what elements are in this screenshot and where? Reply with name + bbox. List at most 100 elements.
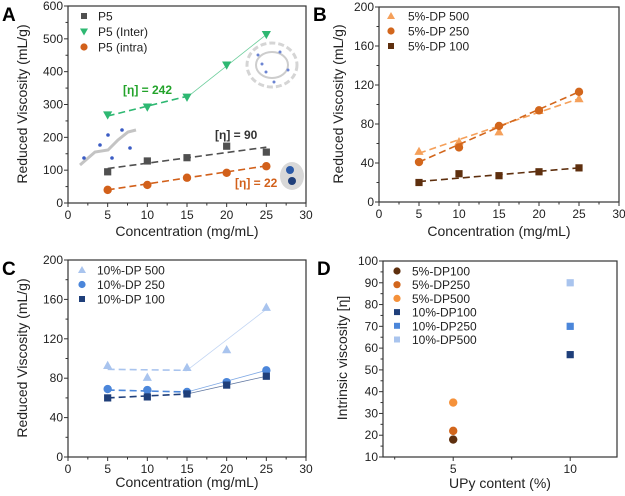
data-point [415,178,423,187]
x-tick-label: 15 [492,207,506,221]
data-point [574,94,584,103]
x-tick-label: 30 [299,208,313,222]
x-tick-label: 5 [416,207,423,221]
data-point [566,279,574,287]
fit-line [418,97,580,155]
y-tick-label: 80 [361,117,375,131]
data-point [142,372,152,381]
legend-label: 5%-DP500 [412,292,470,306]
x-tick-label: 25 [260,462,274,476]
data-point [104,394,112,402]
legend-marker [81,13,87,19]
y-tick-label: 160 [354,39,374,53]
data-point [103,384,112,394]
legend-marker [78,266,86,273]
x-tick-label: 15 [180,462,194,476]
series-5-dp-250 [414,87,584,167]
data-point [449,435,458,444]
series-10-dp-500 [103,302,271,381]
data-point [183,390,191,398]
y-tick-label: 40 [50,411,64,425]
data-point [143,157,151,165]
legend-label: P5 (Inter) [98,25,148,39]
y-tick-label: 0 [56,196,63,210]
data-point [454,143,464,152]
legend-marker [387,27,395,35]
series-10-dp500 [566,279,574,287]
panel-letter: A [2,5,16,26]
data-point [103,111,113,120]
panel-c: C 0 5 10 15 20 25 30 0 40 80 120 160 200 Concentration… [2,253,313,490]
legend-label: 10%-DP 250 [97,278,165,292]
legend-label: 10%-DP250 [412,319,477,333]
legend-label: 5%-DP 250 [408,25,469,39]
data-point [143,393,151,401]
x-tick-label: 10 [452,207,466,221]
legend-marker [393,267,401,275]
y-tick-label: 200 [43,253,63,267]
legend-label: 5%-DP 500 [408,10,469,24]
data-point [566,351,574,359]
data-point [535,168,543,176]
data-point [261,302,271,311]
y-tick-label: 20 [365,428,379,442]
fit-line [107,95,188,117]
x-tick-label: 0 [65,208,72,222]
series-5-dp500 [449,398,458,407]
panel-d: D 5 10 10 20 30 40 50 60 70 80 90 100 UPy content (%)… [317,254,618,491]
series-p5-inter- [103,30,271,120]
data-point [182,173,192,182]
molecule-illustration-chain [79,128,137,167]
data-point [449,398,458,407]
series-5-dp-500 [414,94,584,155]
legend-label: 5%-DP100 [412,265,470,279]
legend-label: P5 [98,10,113,24]
y-axis-label: Reduced Viscosity (mL/g) [330,24,346,183]
data-point [182,93,192,102]
data-point [566,322,574,330]
y-tick-label: 0 [56,450,63,464]
x-tick-label: 25 [260,208,274,222]
x-tick-label: 0 [376,207,383,221]
data-point [534,106,544,115]
data-point [104,168,112,176]
fit-line [186,308,267,371]
y-tick-label: 300 [43,98,63,112]
legend-label: 10%-DP 500 [97,264,165,278]
x-tick-label: 15 [180,208,194,222]
series-5-dp-100 [415,164,583,187]
data-point [143,180,152,190]
y-tick-label: 10 [365,450,379,464]
data-point [414,157,424,167]
fit-line [107,368,188,372]
data-point [575,164,583,172]
series-p5-intra- [103,162,271,195]
series-10-dp-250 [103,366,271,397]
legend-marker [393,294,401,302]
data-point [455,170,463,178]
data-point [222,345,232,354]
x-axis-label: Concentration (mg/mL) [427,223,570,239]
x-tick-label: 10 [141,208,155,222]
y-tick-label: 500 [43,32,63,46]
fit-line [418,91,580,163]
annotation-label: [η] = 242 [123,83,172,97]
legend-marker [78,280,86,289]
data-point [494,121,504,131]
data-point [495,172,503,180]
x-tick-label: 10 [141,462,155,476]
y-tick-label: 100 [43,163,63,177]
data-point [574,87,584,97]
y-tick-label: 40 [361,156,375,170]
y-tick-label: 0 [367,195,374,209]
data-point [103,185,112,195]
y-tick-label: 100 [358,254,378,268]
y-tick-label: 200 [354,0,374,14]
y-tick-label: 600 [43,0,63,13]
panel-letter: B [313,5,327,26]
data-point [183,154,191,162]
data-point [261,30,271,40]
legend-marker [79,296,85,302]
y-axis-label: Reduced Viscosity (mL/g) [14,278,30,437]
y-tick-label: 400 [43,65,63,79]
